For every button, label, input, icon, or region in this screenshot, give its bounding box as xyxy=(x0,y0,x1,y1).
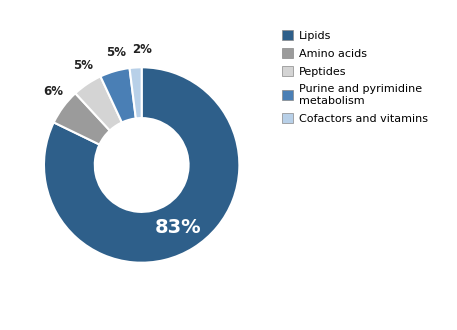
Wedge shape xyxy=(129,67,142,118)
Text: 6%: 6% xyxy=(43,85,63,98)
Wedge shape xyxy=(101,68,136,122)
Wedge shape xyxy=(75,77,122,131)
Wedge shape xyxy=(54,93,110,145)
Legend: Lipids, Amino acids, Peptides, Purine and pyrimidine
metabolism, Cofactors and v: Lipids, Amino acids, Peptides, Purine an… xyxy=(280,28,430,126)
Text: 5%: 5% xyxy=(106,46,127,59)
Text: 2%: 2% xyxy=(132,43,152,56)
Text: 5%: 5% xyxy=(73,59,93,72)
Wedge shape xyxy=(44,67,239,263)
Text: 83%: 83% xyxy=(155,218,202,237)
